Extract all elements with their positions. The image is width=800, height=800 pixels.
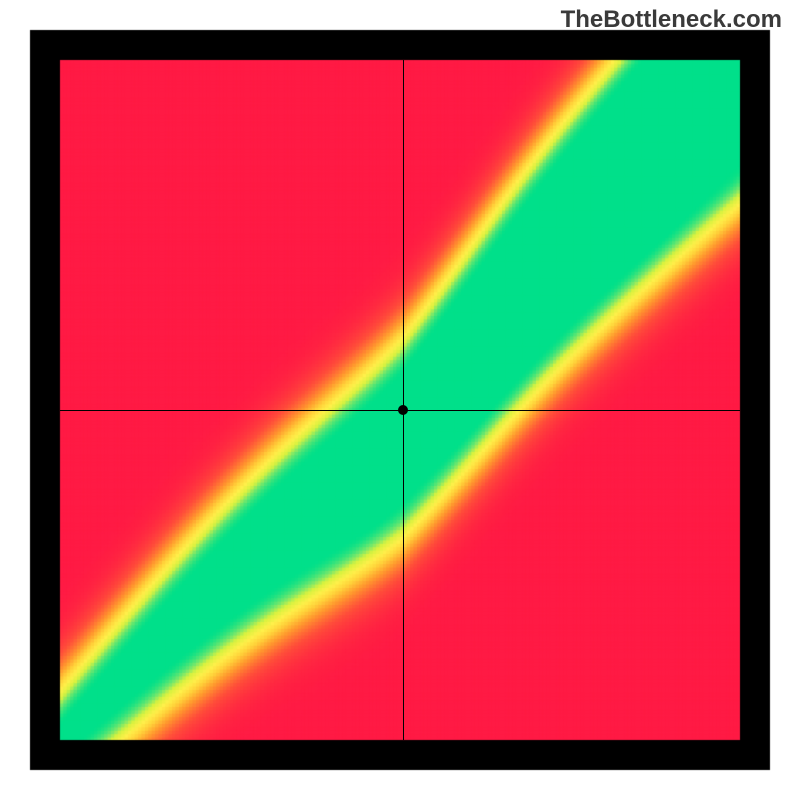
bottleneck-heatmap: [0, 0, 800, 800]
watermark-label: TheBottleneck.com: [561, 6, 782, 34]
crosshair-marker: [398, 405, 408, 415]
chart-stage: TheBottleneck.com: [0, 0, 800, 800]
crosshair-vertical: [403, 60, 404, 740]
